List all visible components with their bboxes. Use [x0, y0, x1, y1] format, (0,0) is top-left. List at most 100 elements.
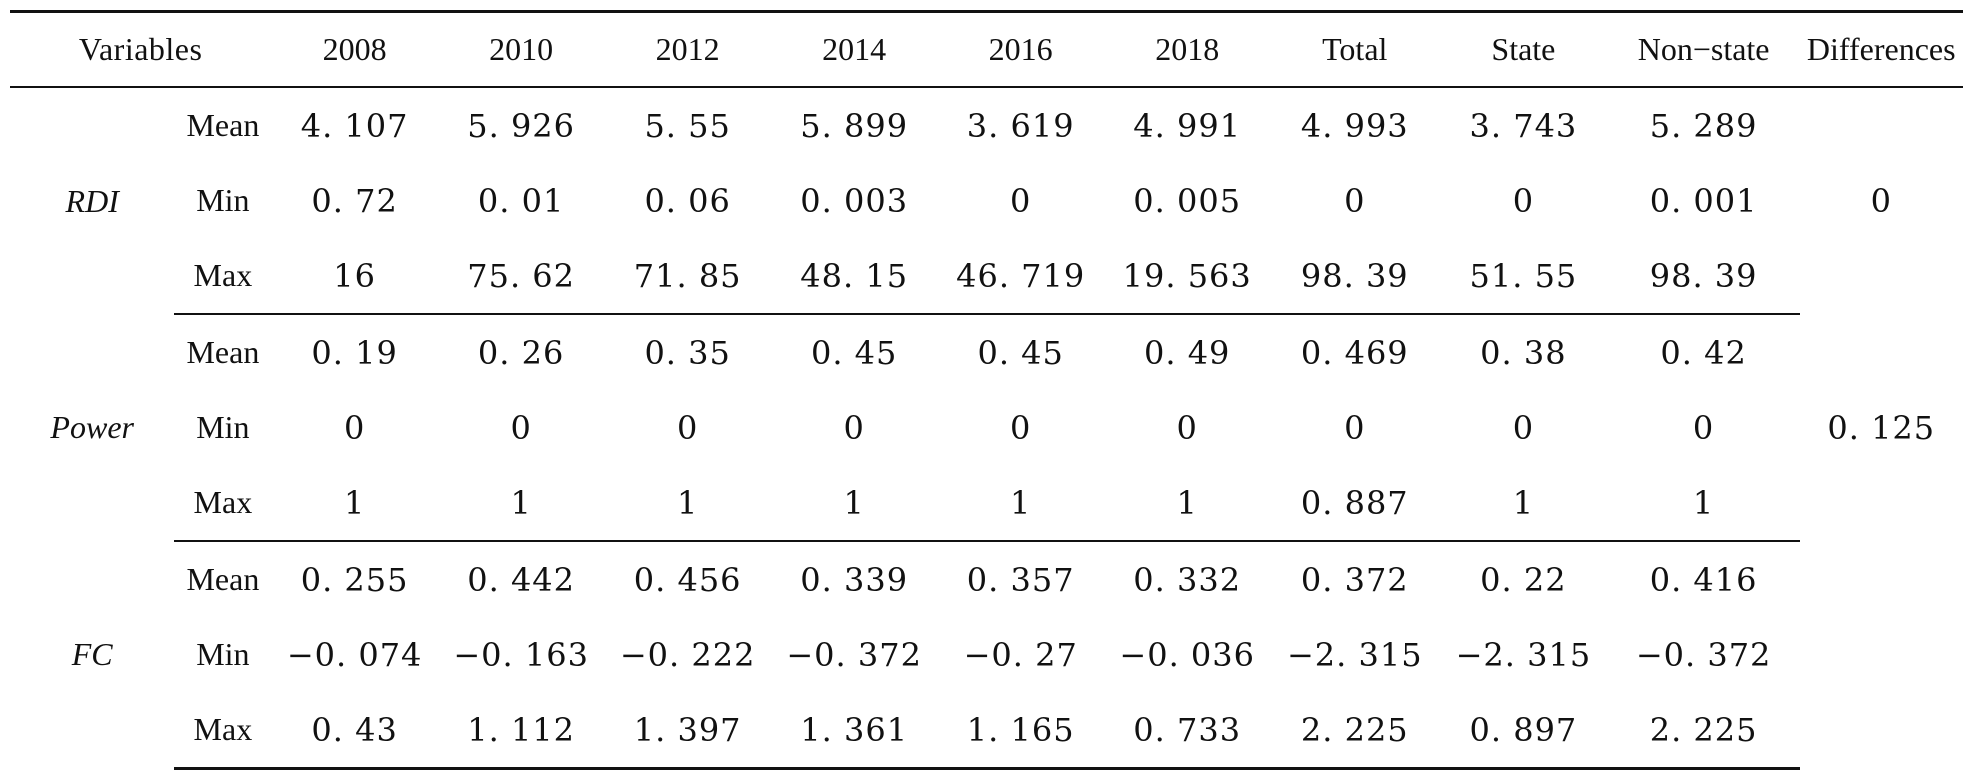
value-cell: 0 — [676, 408, 699, 447]
value-cell: 1 — [937, 465, 1104, 542]
value-cell: 4. 993 — [1300, 106, 1409, 145]
value-cell: 5. 899 — [800, 106, 909, 145]
table-row: Max 16 75. 62 71. 85 48. 15 46. 719 19. 563 98.… — [10, 238, 1963, 315]
statistic-label: Mean — [186, 107, 260, 143]
value-cell: 0 — [1010, 408, 1032, 447]
value-cell: 5. 289 — [1649, 106, 1758, 145]
value-cell: 0 — [1176, 408, 1198, 447]
value-cell: 0. 003 — [800, 181, 909, 220]
value-cell: 0. 357 — [966, 560, 1075, 599]
value-cell: 0. 42 — [1660, 333, 1747, 372]
statistic-label: Min — [196, 636, 250, 672]
value-cell: −0. 163 — [453, 635, 589, 674]
value-cell: 2. 225 — [1270, 692, 1440, 770]
value-cell: 0. 469 — [1300, 333, 1409, 372]
value-cell: −0. 27 — [963, 635, 1078, 674]
statistic-label: Min — [196, 409, 250, 445]
value-cell: 0 — [1692, 408, 1715, 447]
header-state: State — [1439, 10, 1608, 88]
value-cell: 1 — [604, 465, 771, 542]
value-cell: 0. 332 — [1133, 560, 1242, 599]
value-cell: 51. 55 — [1439, 238, 1608, 315]
value-cell: 0. 22 — [1480, 560, 1567, 599]
difference-value: 0 — [1870, 182, 1892, 220]
value-cell: 1 — [770, 465, 938, 542]
value-cell: 0 — [843, 408, 865, 447]
value-cell: 5. 926 — [467, 106, 576, 145]
statistic-label: Max — [174, 465, 272, 542]
value-cell: 46. 719 — [937, 238, 1104, 315]
value-cell: 0. 43 — [271, 692, 438, 770]
value-cell: 1 — [1607, 465, 1800, 542]
value-cell: 0. 45 — [977, 333, 1064, 372]
header-non-state: Non−state — [1607, 10, 1800, 88]
header-year-2014: 2014 — [770, 10, 938, 88]
value-cell: 0 — [1344, 181, 1366, 220]
statistic-label: Max — [174, 692, 272, 770]
difference-value — [1800, 541, 1963, 769]
value-cell: 0 — [510, 408, 532, 447]
header-year-2012: 2012 — [604, 10, 771, 88]
value-cell: −2. 315 — [1286, 635, 1423, 674]
header-row: Variables 2008 2010 2012 2014 2016 2018 … — [10, 10, 1963, 88]
table-row: Min 0 0 0 0 0 0 0 0 0 — [10, 390, 1963, 465]
statistic-label: Mean — [186, 334, 260, 370]
value-cell: 19. 563 — [1103, 238, 1271, 315]
value-cell: 0. 442 — [467, 560, 576, 599]
header-variables: Variables — [10, 10, 272, 88]
value-cell: 1. 165 — [937, 692, 1104, 770]
value-cell: 0. 19 — [311, 333, 398, 372]
value-cell: 0. 01 — [477, 181, 565, 220]
value-cell: 0. 72 — [311, 181, 398, 220]
difference-value: 0. 125 — [1827, 408, 1936, 447]
value-cell: 98. 39 — [1607, 238, 1800, 315]
value-cell: 0. 456 — [633, 560, 742, 599]
value-cell: 0 — [1344, 408, 1366, 447]
value-cell: 0. 416 — [1649, 560, 1758, 599]
value-cell: 0. 372 — [1300, 560, 1409, 599]
value-cell: 98. 39 — [1270, 238, 1440, 315]
value-cell: 2. 225 — [1607, 692, 1800, 770]
value-cell: 1. 361 — [770, 692, 938, 770]
value-cell: 0. 38 — [1480, 333, 1567, 372]
table-row: Max 0. 43 1. 112 1. 397 1. 361 1. 165 0. 733 2.… — [10, 692, 1963, 770]
descriptive-statistics-table: Variables 2008 2010 2012 2014 2016 2018 … — [10, 10, 1963, 770]
header-differences: Differences — [1799, 10, 1963, 88]
value-cell: 0. 35 — [644, 333, 731, 372]
value-cell: 4. 107 — [300, 106, 409, 145]
value-cell: −0. 036 — [1119, 635, 1255, 674]
value-cell: 0. 733 — [1103, 692, 1271, 770]
value-cell: 1. 112 — [437, 692, 605, 770]
value-cell: 75. 62 — [437, 238, 605, 315]
value-cell: 1 — [1439, 465, 1608, 542]
header-total: Total — [1270, 10, 1440, 88]
value-cell: 0. 26 — [477, 333, 565, 372]
value-cell: −0. 372 — [1635, 635, 1772, 674]
value-cell: 3. 619 — [966, 106, 1075, 145]
value-cell: 0. 001 — [1649, 181, 1758, 220]
value-cell: 0. 255 — [300, 560, 409, 599]
value-cell: 16 — [271, 238, 438, 315]
value-cell: 0. 45 — [810, 333, 898, 372]
header-year-2018: 2018 — [1103, 10, 1271, 88]
statistic-label: Max — [174, 238, 272, 315]
value-cell: 0 — [1512, 181, 1535, 220]
statistic-label: Min — [196, 182, 250, 218]
value-cell: −2. 315 — [1455, 635, 1592, 674]
table-row: Power Mean 0. 19 0. 26 0. 35 0. 45 0. 45 0. 49 0… — [10, 314, 1963, 447]
table-row: Min −0. 074 −0. 163 −0. 222 −0. 372 −0. 27 −0.… — [10, 617, 1963, 692]
table-row: RDI Mean 4. 107 5. 926 5. 55 5. 899 3. 619 4. 9… — [10, 87, 1963, 221]
value-cell: 4. 991 — [1133, 106, 1242, 145]
value-cell: 48. 15 — [770, 238, 938, 315]
value-cell: 71. 85 — [604, 238, 771, 315]
variable-name: RDI — [65, 182, 119, 219]
value-cell: 0 — [343, 408, 366, 447]
value-cell: 0 — [1512, 408, 1535, 447]
value-cell: 0. 887 — [1270, 465, 1440, 542]
table-row: Min 0. 72 0. 01 0. 06 0. 003 0 0. 005 0 0 0. 001 — [10, 163, 1963, 238]
value-cell: −0. 372 — [786, 635, 922, 674]
header-year-2008: 2008 — [271, 10, 438, 88]
value-cell: 5. 55 — [644, 106, 731, 145]
value-cell: 0. 339 — [800, 560, 909, 599]
value-cell: 1 — [437, 465, 605, 542]
